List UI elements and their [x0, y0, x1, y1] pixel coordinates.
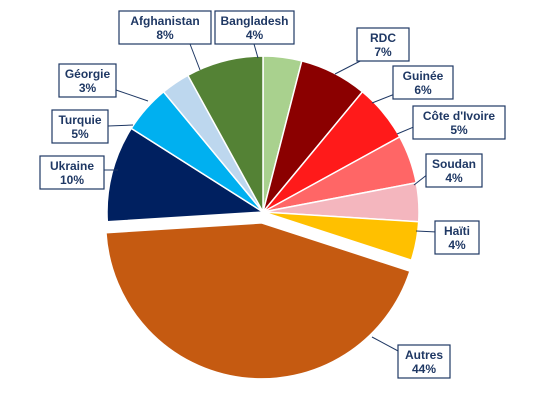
callout-box-afghanistan [118, 10, 212, 45]
slice-value-rdc: 7% [374, 45, 392, 59]
leader-line-ha-ti [415, 230, 438, 233]
callout-box-g-orgie [58, 63, 117, 98]
slice-value-turquie: 5% [71, 127, 89, 141]
pie-slice-afghanistan [186, 55, 264, 213]
slice-label-ukraine: Ukraine [50, 159, 94, 173]
slice-label-bangladesh: Bangladesh [220, 14, 288, 28]
callout-box-turquie [51, 109, 109, 144]
slice-value-g-orgie: 3% [79, 81, 97, 95]
slice-label-autres: Autres [405, 348, 443, 362]
callout-box-ukraine [39, 155, 105, 190]
pie-slice-ha-ti [262, 211, 420, 262]
slice-label-guin-e: Guinée [403, 69, 444, 83]
leader-line-g-orgie [115, 89, 149, 102]
slice-label-afghanistan: Afghanistan [130, 14, 199, 28]
slice-label-g-orgie: Géorgie [65, 67, 111, 81]
leader-line-turquie [107, 124, 134, 127]
slice-value-ukraine: 10% [60, 173, 84, 187]
callout-box-c-te-d-ivoire [412, 105, 506, 140]
pie-slice-ukraine [106, 127, 266, 223]
slice-value-soudan: 4% [445, 171, 463, 185]
pie-slice-autres [105, 222, 411, 380]
slice-value-afghanistan: 8% [156, 28, 174, 42]
slice-label-ha-ti: Haïti [444, 224, 470, 238]
slice-value-c-te-d-ivoire: 5% [450, 123, 468, 137]
callout-box-rdc [356, 27, 410, 62]
callout-box-bangladesh [214, 10, 295, 45]
slice-value-guin-e: 6% [414, 83, 432, 97]
leader-line-bangladesh [253, 43, 259, 59]
callout-box-soudan [425, 153, 483, 188]
leader-line-afghanistan [189, 43, 201, 71]
callout-box-guin-e [392, 65, 454, 100]
slice-label-soudan: Soudan [432, 157, 476, 171]
leader-line-autres [371, 336, 401, 353]
pie-slices [105, 55, 420, 380]
callout-box-autres [397, 344, 451, 379]
slice-value-bangladesh: 4% [246, 28, 264, 42]
callout-box-ha-ti [434, 220, 480, 255]
slice-value-ha-ti: 4% [448, 238, 466, 252]
slice-value-autres: 44% [412, 362, 436, 376]
slice-label-rdc: RDC [370, 31, 396, 45]
slice-label-c-te-d-ivoire: Côte d'Ivoire [423, 109, 496, 123]
slice-label-turquie: Turquie [58, 113, 101, 127]
